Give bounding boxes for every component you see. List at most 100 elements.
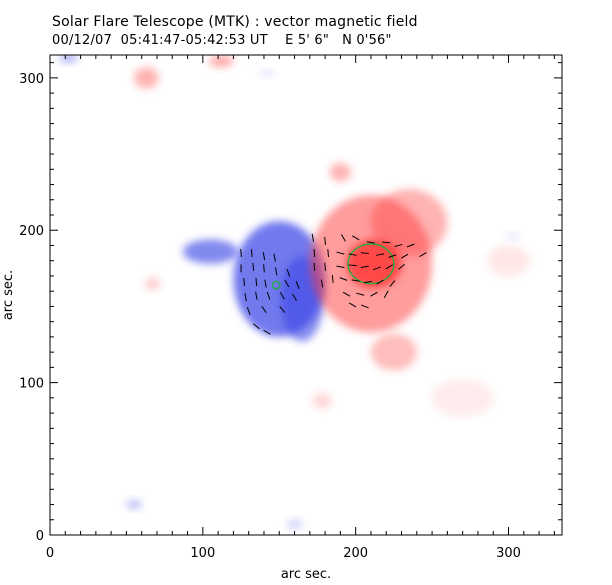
field-vector-10 — [255, 278, 258, 287]
field-vector-14 — [244, 293, 247, 302]
field-vector-61 — [360, 304, 369, 309]
field-vector-23 — [263, 329, 271, 335]
field-region-positive-12 — [487, 245, 530, 276]
field-vector-18 — [292, 293, 297, 301]
contour-0 — [347, 243, 395, 285]
x-tick-label: 100 — [190, 546, 215, 561]
field-vector-44 — [419, 252, 427, 258]
y-tick-label: 200 — [19, 224, 44, 239]
y-tick-label: 100 — [19, 377, 44, 392]
field-vector-59 — [383, 290, 389, 298]
field-vector-25 — [324, 236, 326, 245]
field-region-positive-11 — [144, 277, 161, 290]
field-vector-60 — [348, 302, 357, 308]
field-vector-16 — [266, 291, 271, 300]
field-region-negative-15 — [126, 499, 142, 510]
field-vector-5 — [252, 262, 255, 271]
field-vector-34 — [366, 241, 375, 244]
field-vector-58 — [370, 291, 378, 297]
field-vector-53 — [363, 280, 372, 284]
field-vector-38 — [336, 251, 345, 255]
field-vector-46 — [348, 264, 357, 267]
field-vector-0 — [240, 249, 242, 258]
observation-time-range: 05:41:47-05:42:53 UT — [120, 33, 268, 48]
field-regions — [59, 55, 530, 529]
field-region-negative-14 — [59, 55, 78, 63]
field-vector-51 — [339, 277, 348, 281]
field-region-positive-7 — [134, 67, 159, 89]
field-region-positive-9 — [329, 163, 352, 182]
field-vector-28 — [313, 262, 316, 271]
field-vector-47 — [360, 265, 369, 268]
field-region-positive-6 — [370, 333, 417, 371]
field-vector-49 — [385, 264, 394, 270]
field-vector-19 — [246, 307, 251, 315]
field-vector-39 — [348, 253, 357, 256]
field-vector-13 — [295, 281, 300, 290]
field-region-positive-4 — [346, 239, 402, 289]
chart-title: Solar Flare Telescope (MTK) : vector mag… — [52, 14, 418, 30]
plot-frame — [49, 54, 563, 536]
field-vector-24 — [311, 233, 315, 242]
field-vector-21 — [279, 306, 286, 313]
position-north: N 0'56" — [342, 33, 392, 48]
field-vector-7 — [275, 267, 278, 276]
field-vector-17 — [279, 292, 285, 300]
field-region-negative-16 — [286, 519, 303, 529]
field-vector-31 — [331, 274, 334, 284]
axes: 0 100 200 300 0 100 200 300 — [19, 55, 562, 561]
vector-layer — [240, 233, 427, 335]
chart-subtitle: 00/12/07 05:41:47-05:42:53 UT E 5' 6" N … — [52, 33, 392, 48]
position-east: E 5' 6" — [285, 33, 330, 48]
field-vector-42 — [388, 254, 397, 258]
field-vector-1 — [250, 249, 253, 258]
field-vector-35 — [382, 241, 391, 244]
field-vector-26 — [313, 249, 316, 258]
field-vector-3 — [273, 253, 276, 262]
observation-date: 00/12/07 — [52, 33, 112, 48]
field-vector-11 — [264, 279, 267, 288]
field-vector-29 — [324, 262, 326, 271]
field-vector-54 — [376, 279, 384, 285]
field-region-negative-18 — [506, 233, 520, 240]
field-vector-41 — [376, 253, 385, 256]
field-vector-52 — [351, 279, 360, 282]
x-axis-label: arc sec. — [281, 567, 331, 582]
field-vector-12 — [284, 279, 290, 288]
field-vector-9 — [243, 278, 245, 287]
field-region-negative-17 — [260, 70, 274, 77]
y-tick-label: 300 — [19, 72, 44, 87]
field-vector-56 — [342, 291, 351, 297]
field-vector-45 — [336, 265, 345, 268]
y-axis-label: arc sec. — [1, 270, 16, 320]
field-vector-48 — [373, 266, 381, 271]
y-tick-label: 0 — [36, 529, 44, 544]
field-vector-33 — [351, 235, 360, 241]
field-vector-43 — [400, 253, 409, 259]
field-vector-8 — [286, 268, 291, 277]
field-region-positive-8 — [208, 55, 234, 68]
field-vector-2 — [262, 252, 266, 261]
contour-1 — [271, 280, 281, 290]
contour-layer — [271, 243, 395, 290]
field-vector-27 — [327, 249, 330, 258]
field-vector-37 — [406, 243, 415, 248]
field-vector-20 — [261, 305, 267, 314]
x-tick-label: 0 — [46, 546, 54, 561]
field-vector-55 — [389, 280, 396, 287]
field-vector-15 — [255, 291, 258, 300]
field-region-negative-1 — [182, 239, 238, 264]
field-vector-57 — [356, 292, 365, 296]
field-vector-50 — [398, 263, 405, 270]
field-vector-22 — [252, 323, 260, 330]
field-vector-40 — [360, 252, 369, 254]
field-region-positive-10 — [312, 393, 332, 409]
field-vector-36 — [394, 243, 403, 247]
x-tick-label: 300 — [496, 546, 521, 561]
field-vector-32 — [341, 234, 346, 242]
field-region-positive-13 — [432, 379, 494, 417]
field-vector-30 — [320, 279, 324, 288]
field-region-positive-5 — [370, 189, 448, 257]
field-vector-6 — [263, 264, 265, 273]
